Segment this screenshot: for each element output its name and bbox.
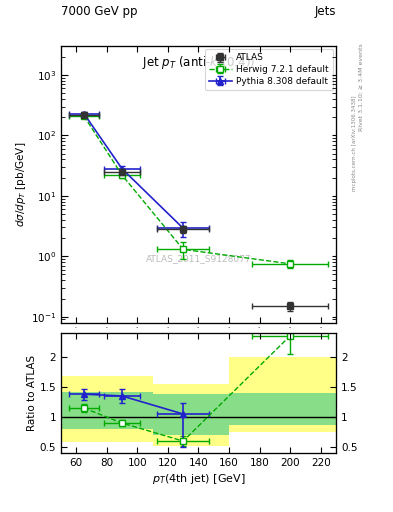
X-axis label: $p_T$(4th jet) [GeV]: $p_T$(4th jet) [GeV] <box>152 472 245 486</box>
Text: 7000 GeV pp: 7000 GeV pp <box>61 5 138 18</box>
Text: mcplots.cern.ch [arXiv:1306.3438]: mcplots.cern.ch [arXiv:1306.3438] <box>353 96 357 191</box>
Legend: ATLAS, Herwig 7.2.1 default, Pythia 8.308 default: ATLAS, Herwig 7.2.1 default, Pythia 8.30… <box>205 49 333 90</box>
Text: ATLAS_2011_S9128077: ATLAS_2011_S9128077 <box>146 254 251 264</box>
Text: Rivet 3.1.10; ≥ 3.4M events: Rivet 3.1.10; ≥ 3.4M events <box>359 43 364 131</box>
Text: Jets: Jets <box>314 5 336 18</box>
Y-axis label: Ratio to ATLAS: Ratio to ATLAS <box>27 355 37 431</box>
Y-axis label: $d\sigma/dp_T$ [pb/GeV]: $d\sigma/dp_T$ [pb/GeV] <box>14 142 28 227</box>
Text: Jet $p_T$ (anti-$k_T$(0.4)): Jet $p_T$ (anti-$k_T$(0.4)) <box>142 54 255 71</box>
